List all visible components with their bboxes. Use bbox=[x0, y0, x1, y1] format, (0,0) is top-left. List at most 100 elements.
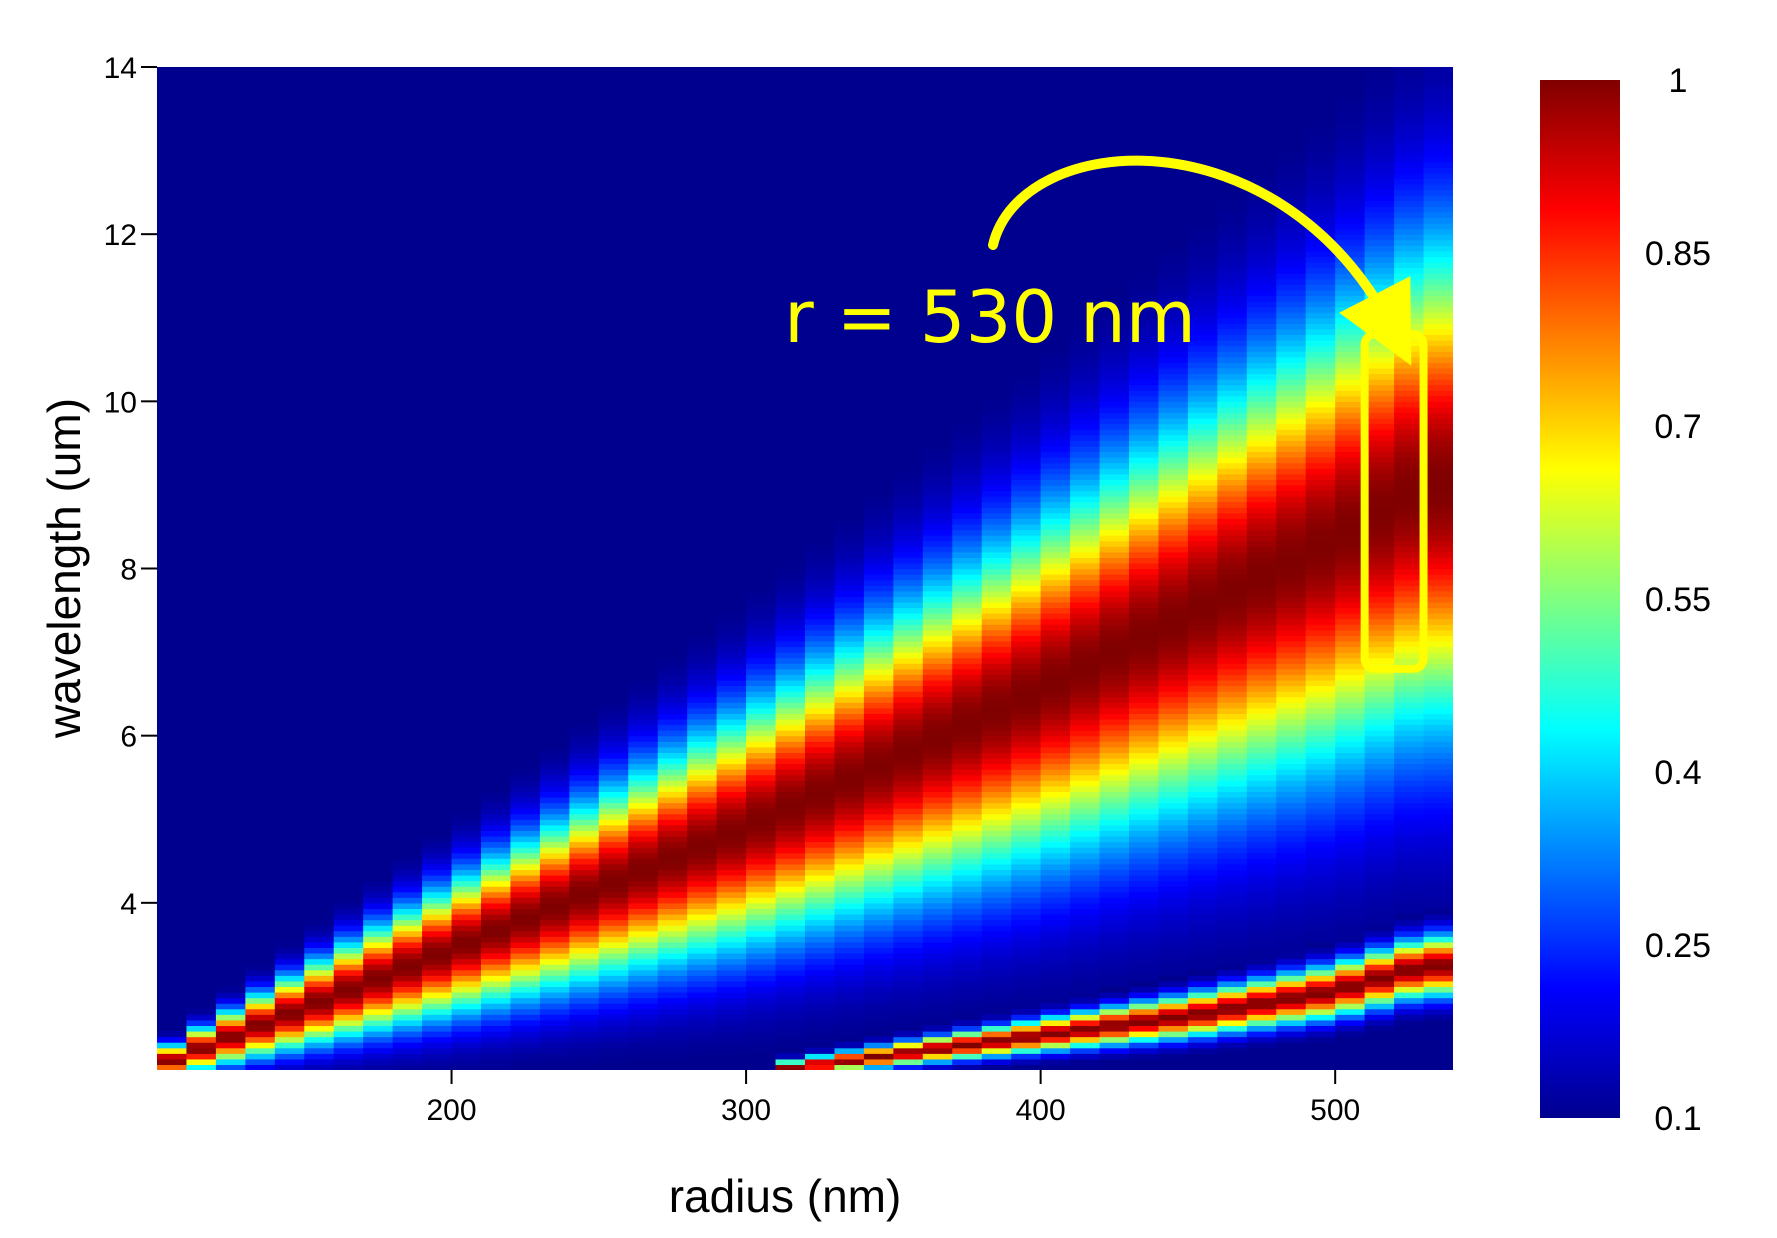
heatmap-cell bbox=[746, 947, 777, 954]
heatmap-cell bbox=[863, 679, 894, 687]
heatmap-cell bbox=[952, 1047, 983, 1054]
heatmap-cell bbox=[1070, 930, 1101, 937]
heatmap-cell bbox=[1423, 752, 1453, 759]
heatmap-cell bbox=[1011, 780, 1042, 787]
heatmap-cell bbox=[1335, 462, 1366, 469]
heatmap-cell bbox=[1099, 1030, 1130, 1038]
heatmap-cell bbox=[1335, 145, 1366, 152]
heatmap-cell bbox=[1129, 696, 1160, 703]
heatmap-cell bbox=[687, 891, 718, 898]
heatmap-cell bbox=[657, 925, 688, 932]
heatmap-cell bbox=[186, 1047, 217, 1054]
heatmap-cell bbox=[1423, 568, 1453, 575]
heatmap-cell bbox=[1187, 585, 1218, 592]
heatmap-cell bbox=[775, 947, 806, 954]
heatmap-cell bbox=[746, 1025, 777, 1032]
heatmap-cell bbox=[1217, 691, 1248, 698]
heatmap-cell bbox=[981, 518, 1012, 525]
heatmap-cell bbox=[657, 886, 688, 893]
heatmap-cell bbox=[863, 897, 894, 904]
heatmap-cell bbox=[1187, 679, 1218, 687]
heatmap-cell bbox=[1394, 412, 1425, 419]
heatmap-cell bbox=[1040, 930, 1071, 937]
heatmap-cell bbox=[1335, 523, 1366, 531]
heatmap-cell bbox=[834, 668, 865, 675]
heatmap-cell bbox=[1040, 897, 1071, 904]
heatmap-cell bbox=[1394, 908, 1425, 915]
heatmap-cell bbox=[922, 663, 953, 670]
heatmap-cell bbox=[539, 763, 570, 770]
heatmap-cell bbox=[952, 674, 983, 681]
heatmap-cell bbox=[834, 986, 865, 993]
heatmap-cell bbox=[1099, 574, 1130, 581]
heatmap-cell bbox=[981, 395, 1012, 402]
heatmap-cell bbox=[775, 640, 806, 648]
heatmap-cell bbox=[1364, 941, 1395, 949]
heatmap-cell bbox=[1011, 735, 1042, 742]
heatmap-cell bbox=[274, 1014, 305, 1021]
heatmap-cell bbox=[1423, 757, 1453, 765]
heatmap-cell bbox=[510, 919, 541, 926]
heatmap-cell bbox=[834, 869, 865, 876]
heatmap-cell bbox=[863, 735, 894, 742]
heatmap-cell bbox=[451, 1025, 482, 1032]
heatmap-cell bbox=[981, 847, 1012, 854]
heatmap-cell bbox=[1217, 702, 1248, 709]
heatmap-cell bbox=[1011, 886, 1042, 893]
heatmap-cell bbox=[1099, 367, 1130, 375]
heatmap-cell bbox=[392, 1030, 423, 1038]
heatmap-cell bbox=[569, 791, 600, 798]
heatmap-cell bbox=[657, 707, 688, 714]
heatmap-cell bbox=[1276, 490, 1307, 497]
heatmap-cell bbox=[746, 925, 777, 932]
heatmap-cell bbox=[1158, 819, 1189, 826]
heatmap-cell bbox=[1011, 707, 1042, 714]
heatmap-cell bbox=[1394, 746, 1425, 753]
y-tick-label: 8 bbox=[120, 554, 137, 587]
heatmap-cell bbox=[922, 741, 953, 748]
heatmap-cell bbox=[1187, 1036, 1218, 1043]
heatmap-cell bbox=[746, 702, 777, 709]
heatmap-cell bbox=[805, 908, 836, 915]
heatmap-cell bbox=[1276, 880, 1307, 887]
heatmap-cell bbox=[1394, 373, 1425, 380]
heatmap-cell bbox=[657, 679, 688, 687]
heatmap-cell bbox=[981, 479, 1012, 486]
heatmap-cell bbox=[1335, 501, 1366, 508]
heatmap-cell bbox=[1276, 462, 1307, 469]
heatmap-cell bbox=[746, 607, 777, 614]
heatmap-cell bbox=[1129, 952, 1160, 960]
heatmap-cell bbox=[1129, 418, 1160, 425]
heatmap-cell bbox=[598, 785, 629, 792]
heatmap-cell bbox=[1011, 835, 1042, 843]
heatmap-cell bbox=[893, 919, 924, 926]
heatmap-cell bbox=[746, 975, 777, 982]
heatmap-cell bbox=[716, 908, 747, 915]
heatmap-cell bbox=[1364, 345, 1395, 352]
heatmap-cell bbox=[893, 913, 924, 921]
heatmap-cell bbox=[1099, 345, 1130, 352]
heatmap-cell bbox=[1276, 278, 1307, 285]
heatmap-cell bbox=[539, 886, 570, 893]
heatmap-cell bbox=[863, 596, 894, 603]
heatmap-cell bbox=[981, 546, 1012, 553]
heatmap-cell bbox=[481, 980, 512, 988]
heatmap-cell bbox=[805, 964, 836, 971]
heatmap-cell bbox=[805, 785, 836, 792]
heatmap-cell bbox=[716, 752, 747, 759]
heatmap-cell bbox=[481, 919, 512, 926]
heatmap-cell bbox=[1335, 1030, 1366, 1038]
heatmap-cell bbox=[1305, 852, 1336, 859]
heatmap-cell bbox=[1364, 434, 1395, 441]
heatmap-cell bbox=[1246, 785, 1277, 792]
heatmap-cell bbox=[746, 685, 777, 692]
heatmap-cell bbox=[863, 969, 894, 976]
heatmap-cell bbox=[1040, 696, 1071, 703]
heatmap-cell bbox=[863, 752, 894, 759]
heatmap-cell bbox=[1158, 980, 1189, 988]
heatmap-cell bbox=[981, 1053, 1012, 1060]
heatmap-cell bbox=[952, 590, 983, 597]
heatmap-cell bbox=[1364, 802, 1395, 809]
heatmap-cell bbox=[1011, 618, 1042, 625]
